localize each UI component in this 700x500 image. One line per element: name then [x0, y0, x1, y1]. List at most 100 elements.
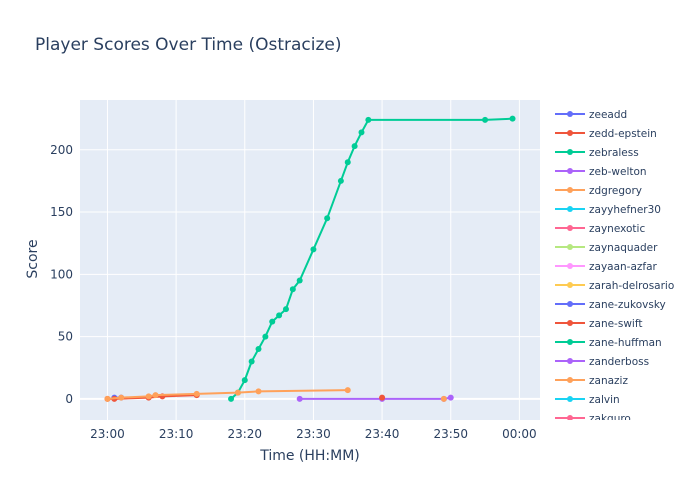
data-point — [262, 333, 269, 340]
data-point — [509, 115, 516, 122]
data-point — [296, 395, 303, 402]
legend-label: zaynexotic — [589, 223, 645, 235]
data-point — [296, 277, 303, 284]
legend-item[interactable]: zakquro — [555, 413, 631, 425]
data-point — [248, 358, 255, 365]
x-axis-ticks: 23:00 23:10 23:20 23:30 23:40 23:50 00:00 — [90, 427, 537, 441]
y-tick-label: 100 — [50, 267, 73, 281]
legend-swatch-marker — [567, 339, 573, 345]
y-tick-label: 50 — [58, 330, 73, 344]
data-point — [289, 286, 296, 293]
series-layer — [104, 115, 516, 402]
legend-swatch-marker — [567, 130, 573, 136]
legend-label: zaynaquader — [589, 242, 658, 254]
y-tick-label: 150 — [50, 205, 73, 219]
data-point — [351, 143, 358, 150]
legend-swatch-marker — [567, 263, 573, 269]
legend-label: zebraless — [589, 147, 639, 159]
legend-label: zayaan-azfar — [589, 261, 658, 273]
legend-swatch-marker — [567, 111, 573, 117]
y-tick-label: 0 — [65, 392, 73, 406]
data-point — [255, 346, 262, 353]
legend-label: zeb-welton — [589, 166, 647, 178]
data-point — [482, 116, 489, 123]
legend-label: zalvin — [589, 394, 620, 406]
chart-title: Player Scores Over Time (Ostracize) — [35, 35, 342, 55]
legend-item[interactable]: zarah-delrosario — [555, 280, 674, 292]
series-zanaziz — [440, 395, 447, 402]
series-zane-swift — [379, 394, 386, 401]
legend-item[interactable]: zeeadd — [555, 109, 627, 121]
legend-label: zdgregory — [589, 185, 642, 197]
data-point — [337, 177, 344, 184]
legend-item[interactable]: zayyhefner30 — [555, 204, 661, 216]
data-point — [324, 215, 331, 222]
data-point — [379, 394, 386, 401]
data-point — [310, 246, 317, 253]
legend-swatch-marker — [567, 282, 573, 288]
legend-label: zane-zukovsky — [589, 299, 666, 311]
data-point — [234, 389, 241, 396]
series-zdgregory — [104, 387, 351, 402]
legend-item[interactable]: zanaziz — [555, 375, 628, 387]
legend-item[interactable]: zane-huffman — [555, 337, 662, 349]
x-tick-label: 23:00 — [90, 427, 125, 441]
data-point — [344, 159, 351, 166]
series-line — [107, 389, 348, 400]
data-point — [358, 129, 365, 136]
legend-item[interactable]: zalvin — [555, 394, 620, 406]
data-point — [118, 394, 125, 401]
legend-item[interactable]: zaynaquader — [555, 242, 658, 254]
legend-swatch-marker — [567, 358, 573, 364]
data-point — [447, 394, 454, 401]
legend-swatch-marker — [567, 396, 573, 402]
legend-item[interactable]: zdgregory — [555, 185, 642, 197]
data-point — [269, 318, 276, 325]
x-tick-label: 00:00 — [502, 427, 537, 441]
legend-item[interactable]: zane-swift — [555, 318, 642, 330]
legend-label: zane-huffman — [589, 337, 662, 349]
data-point — [282, 306, 289, 313]
data-point — [344, 387, 351, 394]
legend-item[interactable]: zanderboss — [555, 356, 649, 368]
legend-label: zarah-delrosario — [589, 280, 674, 292]
legend[interactable]: zeeadd zedd-epstein zebraless zeb-welton zdg… — [555, 109, 674, 425]
series-line — [299, 396, 451, 400]
y-axis-title: Score — [25, 239, 41, 278]
legend-swatch-marker — [567, 415, 573, 420]
legend-swatch-marker — [567, 206, 573, 212]
data-point — [440, 395, 447, 402]
data-point — [228, 395, 235, 402]
legend-item[interactable]: zayaan-azfar — [555, 261, 658, 273]
x-tick-label: 23:10 — [159, 427, 194, 441]
plot-area — [80, 100, 540, 420]
legend-label: zane-swift — [589, 318, 642, 330]
y-axis-ticks: 0 50 100 150 200 — [50, 143, 73, 406]
data-point — [145, 393, 152, 400]
legend-item[interactable]: zedd-epstein — [555, 128, 657, 140]
data-point — [365, 116, 372, 123]
legend-label: zakquro — [589, 413, 631, 425]
x-tick-label: 23:20 — [227, 427, 262, 441]
legend-swatch-marker — [567, 320, 573, 326]
legend-swatch-marker — [567, 149, 573, 155]
legend-label: zanderboss — [589, 356, 649, 368]
x-axis-title: Time (HH:MM) — [259, 448, 360, 464]
data-point — [276, 312, 283, 319]
x-tick-label: 23:40 — [365, 427, 400, 441]
legend-swatch-marker — [567, 301, 573, 307]
legend-item[interactable]: zeb-welton — [555, 166, 647, 178]
data-point — [104, 395, 111, 402]
legend-item[interactable]: zane-zukovsky — [555, 299, 666, 311]
data-point — [152, 392, 159, 399]
data-point — [241, 377, 248, 384]
data-point — [193, 390, 200, 397]
legend-item[interactable]: zebraless — [555, 147, 639, 159]
legend-label: zedd-epstein — [589, 128, 657, 140]
legend-label: zayyhefner30 — [589, 204, 661, 216]
legend-swatch-marker — [567, 244, 573, 250]
legend-swatch-marker — [567, 225, 573, 231]
legend-label: zeeadd — [589, 109, 627, 121]
legend-item[interactable]: zaynexotic — [555, 223, 645, 235]
legend-swatch-marker — [567, 168, 573, 174]
